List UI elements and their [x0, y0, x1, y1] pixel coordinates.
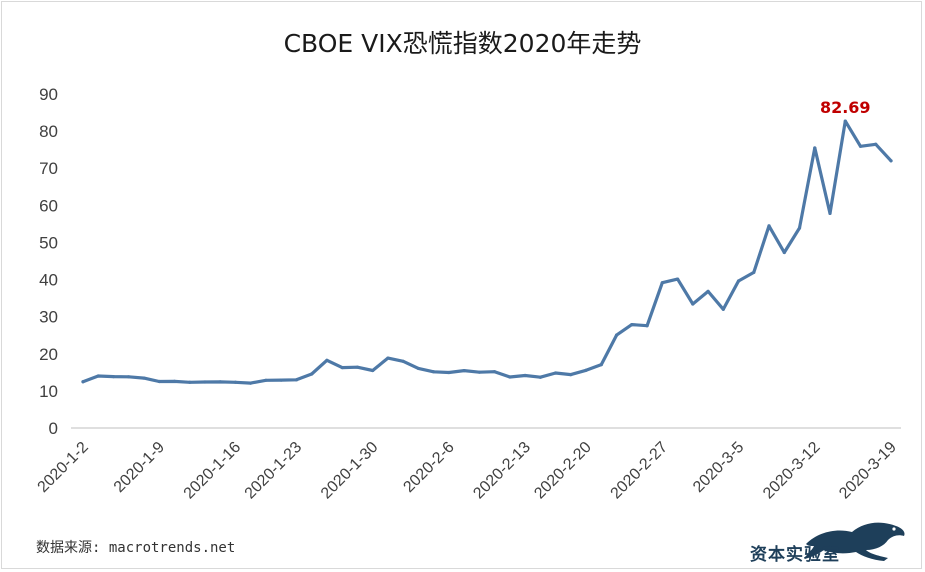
y-tick-label: 40: [39, 271, 58, 290]
data-point: [432, 370, 436, 374]
data-points: [81, 119, 893, 385]
data-point: [554, 371, 558, 375]
data-point: [874, 142, 878, 146]
data-point: [477, 370, 481, 374]
data-point: [172, 379, 177, 383]
x-tick-label: 2020-1-30: [318, 439, 382, 503]
y-tick-label: 30: [39, 308, 58, 327]
data-point: [111, 375, 116, 379]
data-point: [630, 323, 634, 327]
x-tick-label: 2020-1-16: [181, 439, 245, 503]
data-point: [660, 281, 664, 285]
data-point: [188, 380, 192, 384]
data-point: [508, 375, 512, 379]
data-point: [249, 381, 253, 385]
x-tick-label: 2020-2-13: [470, 439, 534, 503]
data-point: [203, 380, 207, 384]
data-point: [447, 370, 451, 375]
data-point: [736, 279, 741, 283]
data-point: [584, 368, 588, 372]
data-point: [828, 211, 832, 215]
data-point: [264, 378, 268, 382]
data-point: [142, 376, 146, 380]
data-point: [858, 144, 863, 148]
x-tick-label: 2020-3-19: [836, 439, 900, 503]
x-tick-label: 2020-2-27: [608, 439, 672, 503]
data-point: [599, 363, 603, 367]
x-tick-label: 2020-3-5: [690, 439, 747, 496]
data-point: [797, 226, 802, 230]
data-point: [371, 368, 375, 373]
data-point: [752, 270, 756, 274]
y-tick-label: 90: [39, 85, 58, 104]
data-point: [401, 359, 405, 363]
vix-series-line: [81, 119, 893, 385]
y-tick-label: 20: [39, 345, 58, 364]
y-tick-label: 10: [39, 382, 58, 401]
data-point: [675, 277, 680, 281]
data-point: [706, 289, 710, 293]
data-point: [416, 366, 420, 371]
data-point: [721, 307, 725, 311]
data-point: [782, 250, 786, 255]
data-point: [81, 380, 85, 384]
x-tick-label: 2020-1-2: [35, 439, 92, 496]
data-point: [127, 375, 131, 379]
data-point: [843, 119, 847, 123]
data-point: [157, 379, 161, 384]
data-point: [340, 365, 344, 370]
data-point: [218, 380, 222, 384]
data-point: [233, 380, 238, 384]
data-point: [889, 159, 893, 163]
peak-data-label: 82.69: [820, 98, 871, 117]
x-tick-label: 2020-2-6: [400, 439, 457, 496]
jaguar-logo-icon: [800, 514, 910, 568]
data-point: [645, 324, 649, 328]
y-tick-label: 80: [39, 122, 58, 141]
data-point: [325, 358, 329, 362]
x-tick-label: 2020-2-20: [531, 439, 595, 503]
data-point: [493, 370, 497, 374]
data-point: [691, 302, 695, 306]
data-point: [523, 373, 527, 378]
x-tick-label: 2020-1-23: [242, 439, 306, 503]
data-point: [386, 356, 390, 360]
data-point: [310, 372, 314, 376]
data-point: [462, 368, 466, 373]
data-point: [279, 378, 283, 382]
brand-name: 资本实验室: [750, 545, 840, 565]
data-point: [538, 375, 542, 379]
y-axis: 0 10 20 30 40 50 60 70 80 90: [39, 85, 58, 438]
data-point: [294, 378, 299, 382]
data-point: [96, 374, 100, 378]
y-tick-label: 50: [39, 233, 58, 252]
y-tick-label: 60: [39, 196, 58, 215]
x-tick-label: 2020-1-9: [111, 439, 168, 496]
y-tick-label: 0: [49, 419, 58, 438]
data-point: [813, 146, 817, 150]
data-point: [355, 365, 360, 369]
source-note: 数据来源: macrotrends.net: [36, 540, 236, 556]
x-tick-label: 2020-3-12: [760, 439, 824, 503]
data-point: [767, 224, 771, 228]
data-point: [614, 333, 619, 337]
y-tick-label: 70: [39, 159, 58, 178]
chart-title: CBOE VIX恐慌指数2020年走势: [283, 29, 642, 58]
data-point: [569, 373, 573, 377]
